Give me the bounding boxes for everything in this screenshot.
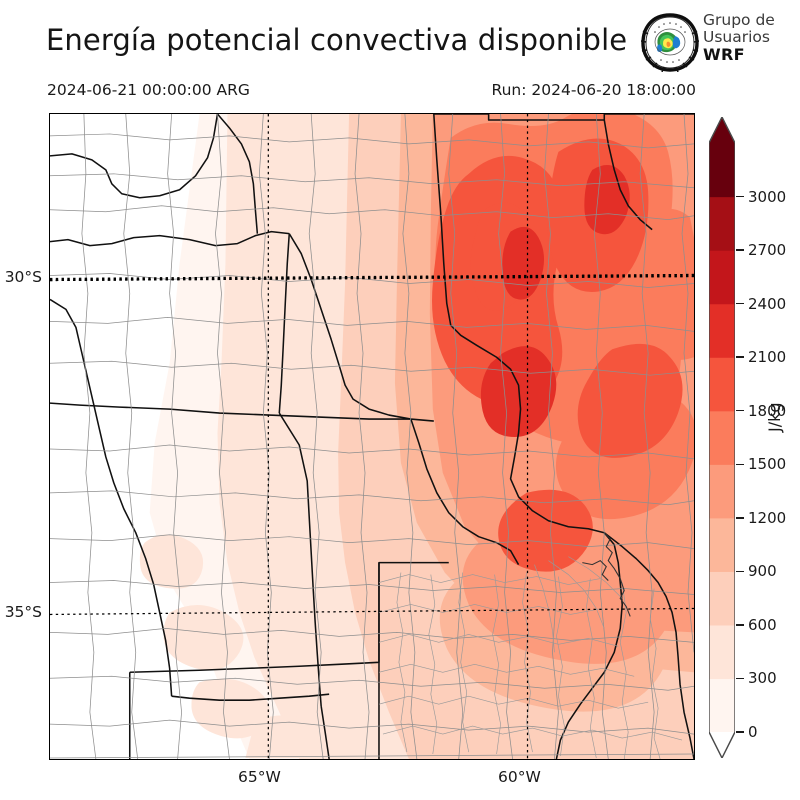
colorbar-ticklabel-300: 300 — [748, 669, 777, 688]
logo-line-2: Usuarios — [703, 28, 770, 46]
colorbar-tickmark-2400 — [736, 302, 744, 305]
colorbar-tickmark-300 — [736, 677, 744, 680]
colorbar-ticklabel-3000: 3000 — [748, 187, 787, 206]
run-time-label: Run: 2024-06-20 18:00:00 — [491, 81, 697, 99]
colorbar-ticklabel-1500: 1500 — [748, 455, 787, 474]
colorbar-band-900-1200 — [709, 517, 735, 572]
colorbar-ticklabel-0: 0 — [748, 723, 758, 741]
page-title: Energía potencial convectiva disponible — [46, 23, 628, 57]
grupo-usuarios-wrf-logo: Grupo de Usuarios WRF — [641, 12, 796, 74]
map-canvas[interactable] — [49, 113, 695, 760]
colorbar-ticklabel-1200: 1200 — [748, 508, 787, 527]
department-boundaries — [50, 114, 694, 759]
colorbar-tickmark-3000 — [736, 195, 744, 198]
colorbar-band-0-300 — [709, 678, 735, 733]
lat-tick-35s: 35°S — [4, 603, 42, 621]
colorbar-unit-label: J/kg — [765, 402, 784, 432]
logo-text: Grupo de Usuarios WRF — [703, 12, 797, 72]
wrf-seal-icon — [641, 13, 699, 72]
colorbar-tickmark-2700 — [736, 249, 744, 251]
colorbar-band-600-900 — [709, 571, 735, 626]
colorbar-ticklabel-2700: 2700 — [748, 241, 787, 260]
colorbar-extend-max — [709, 117, 735, 143]
coastline — [582, 532, 631, 617]
colorbar-tickmark-900 — [736, 570, 744, 573]
colorbar-tickmark-1500 — [736, 463, 744, 465]
colorbar-tickmark-1200 — [736, 517, 744, 519]
colorbar-tickmark-2100 — [736, 356, 744, 358]
buenos-aires-partidos-boundaries — [378, 556, 683, 759]
cape-field-map — [50, 114, 694, 759]
colorbar-ticklabel-900: 900 — [748, 562, 777, 581]
logo-line-1: Grupo de — [703, 11, 775, 29]
colorbar-band-2700-3000 — [709, 196, 735, 251]
colorbar-ticklabel-2100: 2100 — [748, 348, 787, 367]
lon-tick-60w: 60°W — [498, 768, 541, 786]
country-and-province-borders — [50, 114, 694, 759]
colorbar-ticklabel-1800: 1800 — [748, 401, 787, 420]
colorbar[interactable] — [709, 117, 735, 758]
colorbar-ticklabel-2400: 2400 — [748, 294, 787, 313]
lon-tick-65w: 65°W — [238, 768, 281, 786]
colorbar-tickmark-0 — [736, 731, 744, 733]
colorbar-extend-min — [709, 732, 735, 758]
colorbar-band-1200-1500 — [709, 464, 735, 519]
colorbar-band-2400-2700 — [709, 250, 735, 305]
valid-time-label: 2024-06-21 00:00:00 ARG — [47, 81, 250, 99]
colorbar-band-1500-1800 — [709, 410, 735, 465]
colorbar-tickmark-600 — [736, 624, 744, 626]
colorbar-band-1800-2100 — [709, 357, 735, 412]
lat-tick-30s: 30°S — [4, 268, 42, 286]
colorbar-tickmark-1800 — [736, 410, 744, 412]
colorbar-band-2100-2400 — [709, 303, 735, 358]
colorbar-band-300-600 — [709, 624, 735, 680]
logo-line-3: WRF — [703, 45, 745, 64]
colorbar-ticklabel-600: 600 — [748, 615, 777, 634]
colorbar-band->3000 — [709, 143, 735, 198]
colorbar-gradient — [709, 117, 735, 758]
